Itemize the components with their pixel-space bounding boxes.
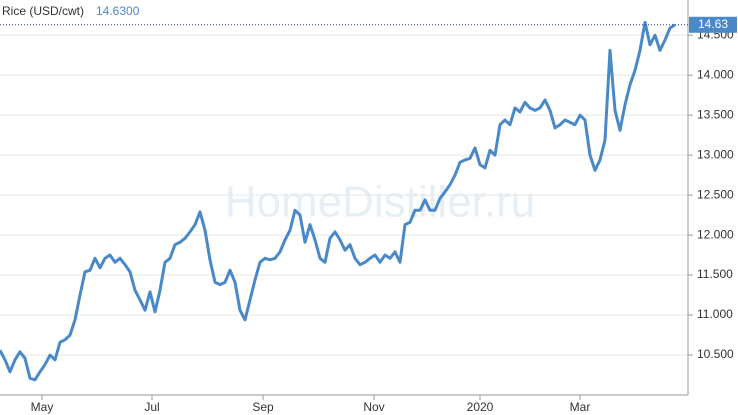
y-tick-label: 12.000 [697,227,734,241]
x-tick-label: 2020 [467,400,494,414]
x-tick-label: May [31,400,54,414]
y-tick-label: 13.000 [697,147,734,161]
x-tick-label: Jul [144,400,159,414]
y-tick-label: 12.500 [697,187,734,201]
chart-subtitle: 14.6300 [96,4,140,18]
y-tick-label: 11.500 [697,267,733,281]
x-tick-label: Nov [363,400,384,414]
y-tick-label: 11.000 [697,307,733,321]
y-tick-label: 14.000 [697,67,734,81]
y-tick-label: 13.500 [697,107,734,121]
x-tick-label: Sep [252,400,274,414]
last-value-box [689,16,737,33]
last-value-label: 14.63 [698,17,728,31]
chart-title: Rice (USD/cwt) [2,4,84,18]
y-tick-label: 10.500 [697,347,734,361]
x-tick-label: Mar [570,400,591,414]
price-line [0,20,676,382]
watermark: HomeDistiller.ru [225,178,536,227]
